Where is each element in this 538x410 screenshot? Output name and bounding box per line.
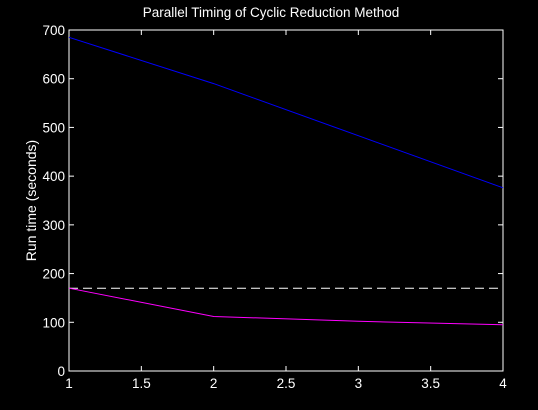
y-tick-label: 200 [42,267,65,282]
x-axis: 1 1.5 2 2.5 3 3.5 4 [65,30,507,391]
plot-area [68,29,504,372]
y-tick-label: 600 [42,72,65,87]
y-tick-label: 0 [57,364,65,379]
x-tick-label: 2.5 [277,376,296,391]
y-axis: 0 100 200 300 400 500 600 700 [42,23,503,379]
x-tick-label: 2 [210,376,218,391]
x-tick-label: 1 [65,376,73,391]
series-line-3 [68,287,504,326]
y-tick-label: 300 [42,218,65,233]
y-tick-label: 100 [42,315,65,330]
axes-frame [68,29,504,372]
x-tick-label: 1.5 [132,376,151,391]
x-tick-label: 4 [499,376,507,391]
chart-title: Parallel Timing of Cyclic Reduction Meth… [143,5,400,20]
x-tick-label: 3 [355,376,363,391]
y-tick-label: 500 [42,120,65,135]
y-axis-label: Run time (seconds) [23,140,39,261]
y-tick-label: 700 [42,23,65,38]
y-tick-label: 400 [42,169,65,184]
series-layer [68,36,504,326]
series-line-1 [68,36,504,189]
x-tick-label: 3.5 [421,376,440,391]
